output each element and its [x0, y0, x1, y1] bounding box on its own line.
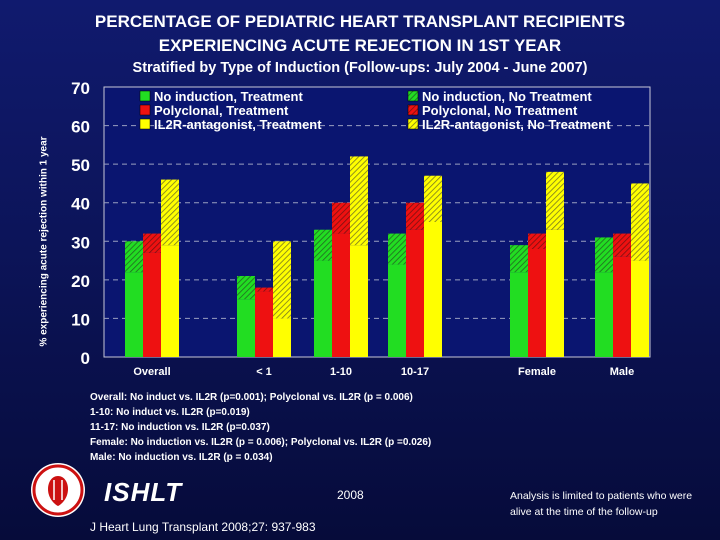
bar-red-no-treatment: [332, 202, 350, 234]
legend-label: Polyclonal, Treatment: [154, 103, 289, 118]
bar-yellow-no-treatment: [273, 241, 291, 319]
org-name: ISHLT: [104, 477, 183, 507]
legend-swatch: [139, 118, 151, 130]
bar-red-no-treatment: [613, 233, 631, 257]
legend-swatch: [139, 104, 151, 116]
bar-green-treatment: [314, 260, 332, 357]
significance-notes: Overall: No induct vs. IL2R (p=0.001); P…: [90, 390, 431, 465]
legend-swatch: [407, 104, 419, 116]
bar-yellow-treatment: [273, 318, 291, 357]
bar-yellow-treatment: [546, 229, 564, 357]
bar-red-treatment: [613, 256, 631, 357]
bar-green-no-treatment: [388, 233, 406, 265]
bar-yellow-treatment: [631, 260, 649, 357]
note-line: 11-17: No induction vs. IL2R (p=0.037): [90, 422, 270, 433]
ishlt-logo-icon: [31, 463, 85, 517]
y-tick-label: 10: [71, 310, 90, 329]
x-category-label: Female: [518, 366, 556, 378]
bar-red-no-treatment: [406, 202, 424, 230]
legend-label: IL2R-antagonist, Treatment: [154, 117, 322, 132]
x-category-label: Male: [610, 366, 634, 378]
bar-yellow-no-treatment: [350, 156, 368, 246]
bar-green-no-treatment: [314, 229, 332, 261]
note-line: 1-10: No induct vs. IL2R (p=0.019): [90, 407, 250, 418]
title-line-2: EXPERIENCING ACUTE REJECTION IN 1ST YEAR: [158, 36, 562, 55]
bar-yellow-no-treatment: [161, 179, 179, 246]
bar-green-treatment: [237, 299, 255, 357]
y-tick-label: 40: [71, 195, 90, 214]
bar-green-no-treatment: [125, 241, 143, 273]
bar-red-no-treatment: [255, 287, 273, 292]
bar-green-no-treatment: [595, 237, 613, 273]
bar-red-treatment: [255, 291, 273, 357]
legend-label: No induction, Treatment: [154, 89, 303, 104]
bar-yellow-no-treatment: [424, 175, 442, 222]
bar-yellow-treatment: [424, 222, 442, 357]
bar-red-no-treatment: [528, 233, 546, 249]
bar-yellow-treatment: [161, 245, 179, 357]
note-line: Male: No induction vs. IL2R (p = 0.034): [90, 452, 273, 463]
legend-label: No induction, No Treatment: [422, 89, 592, 104]
bar-green-no-treatment: [510, 245, 528, 273]
bar-red-treatment: [143, 252, 161, 357]
bar-red-treatment: [406, 229, 424, 357]
title-line-1: PERCENTAGE OF PEDIATRIC HEART TRANSPLANT…: [94, 12, 626, 31]
bar-red-treatment: [528, 249, 546, 357]
bar-yellow-no-treatment: [546, 171, 564, 230]
y-tick-label: 50: [71, 156, 90, 175]
citation: J Heart Lung Transplant 2008;27: 937-983: [90, 520, 316, 534]
bar-green-no-treatment: [237, 276, 255, 300]
page-title: PERCENTAGE OF PEDIATRIC HEART TRANSPLANT…: [0, 10, 720, 58]
legend-swatch: [139, 90, 151, 102]
x-category-label: < 1: [256, 366, 272, 378]
chart-subtitle: Stratified by Type of Induction (Follow-…: [132, 60, 588, 76]
y-tick-label: 20: [71, 272, 90, 291]
y-tick-label: 30: [71, 233, 90, 252]
legend-label: IL2R-antagonist, No Treatment: [422, 117, 611, 132]
bar-red-treatment: [332, 233, 350, 357]
legend-swatch: [407, 90, 419, 102]
bar-yellow-no-treatment: [631, 183, 649, 261]
bar-green-treatment: [595, 272, 613, 357]
note-line: Female: No induction vs. IL2R (p = 0.006…: [90, 437, 432, 448]
legend-label: Polyclonal, No Treatment: [422, 103, 578, 118]
note-line: Overall: No induct vs. IL2R (p=0.001); P…: [90, 392, 413, 403]
bar-green-treatment: [510, 272, 528, 357]
y-tick-label: 70: [71, 79, 90, 98]
legend-swatch: [407, 118, 419, 130]
analysis-note: Analysis is limited to patients who were…: [510, 490, 693, 518]
x-category-label: 1-10: [330, 366, 352, 378]
bar-green-treatment: [388, 264, 406, 357]
bar-green-treatment: [125, 272, 143, 357]
bar-red-no-treatment: [143, 233, 161, 253]
y-tick-label: 0: [81, 349, 90, 368]
x-category-label: 10-17: [401, 366, 429, 378]
bar-yellow-treatment: [350, 245, 368, 357]
report-year: 2008: [337, 488, 364, 502]
y-tick-label: 60: [71, 118, 90, 137]
x-category-label: Overall: [133, 366, 170, 378]
